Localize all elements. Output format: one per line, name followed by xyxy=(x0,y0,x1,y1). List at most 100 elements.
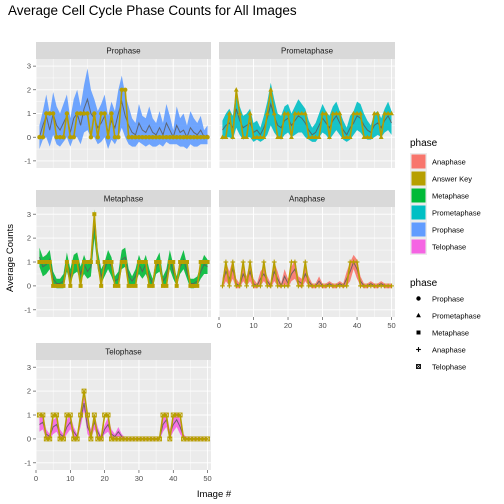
answer-point-prometaphase xyxy=(323,110,329,116)
answer-point-metaphase xyxy=(40,260,45,264)
answer-point-prometaphase xyxy=(389,110,394,116)
answer-point-metaphase xyxy=(143,260,148,264)
legend-label: Metaphase xyxy=(432,329,469,338)
answer-point-metaphase xyxy=(95,260,100,264)
x-tick-label: 20 xyxy=(284,321,292,330)
answer-point-prophase xyxy=(102,111,107,116)
answer-point-telophase-box xyxy=(67,412,73,418)
strip-prophase xyxy=(36,42,211,59)
answer-point-telophase-box xyxy=(198,436,204,442)
answer-point-metaphase xyxy=(167,260,172,264)
answer-point-prometaphase xyxy=(327,134,332,139)
answer-point-prophase xyxy=(61,134,66,140)
legend-key-answer-key: Answer Key xyxy=(410,170,472,187)
answer-point-metaphase xyxy=(85,260,90,264)
strip-label-prophase: Prophase xyxy=(106,47,141,56)
answer-point-metaphase xyxy=(64,260,69,264)
answer-point-prometaphase xyxy=(358,110,363,116)
answer-point-prophase xyxy=(153,134,159,140)
answer-point-prometaphase xyxy=(320,110,325,116)
answer-point-prometaphase xyxy=(223,134,229,139)
answer-point-telophase-d2 xyxy=(105,412,111,418)
answer-point-telophase-box xyxy=(119,436,125,442)
answer-point-telophase-box xyxy=(85,412,90,418)
legend-shape-telophase: Telophase xyxy=(410,358,466,375)
answer-point-metaphase xyxy=(88,260,93,264)
answer-point-metaphase xyxy=(160,283,165,288)
answer-point-telophase-box xyxy=(143,436,149,442)
answer-point-prophase xyxy=(98,111,104,116)
answer-point-prophase xyxy=(143,134,149,140)
answer-point-prometaphase xyxy=(309,134,315,139)
answer-point-prophase xyxy=(133,134,138,140)
x-tick-label: 30 xyxy=(135,474,143,483)
answer-point-metaphase xyxy=(174,283,179,288)
answer-point-prophase xyxy=(150,134,155,140)
answer-point-prophase xyxy=(47,111,52,116)
answer-point-metaphase xyxy=(157,260,162,264)
legend-shape-mark xyxy=(416,330,421,335)
answer-point-prophase xyxy=(88,134,94,140)
answer-point-anaphase xyxy=(258,283,263,289)
answer-point-metaphase xyxy=(202,260,207,264)
answer-point-prophase xyxy=(95,134,100,140)
chart-title: Average Cell Cycle Phase Counts for All … xyxy=(8,3,297,18)
answer-point-telophase xyxy=(177,412,183,418)
y-tick-label: 0 xyxy=(27,133,31,142)
answer-point-anaphase xyxy=(299,283,305,289)
answer-point-metaphase xyxy=(205,260,210,264)
answer-point-prometaphase xyxy=(344,134,350,139)
answer-point-anaphase xyxy=(389,283,394,289)
answer-point-telophase-box xyxy=(187,436,193,442)
answer-point-metaphase xyxy=(99,283,104,288)
answer-point-metaphase xyxy=(119,260,124,264)
answer-point-metaphase xyxy=(54,283,59,288)
answer-point-telophase-box xyxy=(129,436,135,442)
answer-point-prophase xyxy=(74,111,80,116)
answer-point-prometaphase xyxy=(247,110,253,116)
answer-point-prometaphase xyxy=(295,110,301,116)
answer-point-telophase-box xyxy=(174,412,180,418)
answer-point-prophase xyxy=(171,134,176,140)
x-tick-label: 50 xyxy=(387,321,395,330)
answer-point-metaphase xyxy=(150,283,155,288)
answer-point-metaphase xyxy=(106,260,111,264)
answer-point-telophase-d2 xyxy=(78,412,83,418)
answer-point-telophase-box xyxy=(47,436,53,442)
answer-point-prophase xyxy=(44,111,49,116)
answer-point-prometaphase xyxy=(285,110,291,116)
answer-point-anaphase xyxy=(226,283,232,289)
answer-point-prometaphase xyxy=(257,134,263,139)
legend-shape-mark xyxy=(416,296,421,301)
answer-point-prometaphase xyxy=(385,110,391,116)
answer-point-prometaphase xyxy=(337,110,343,116)
answer-point-metaphase xyxy=(154,260,159,264)
legend-key-metaphase: Metaphase xyxy=(410,187,469,204)
answer-point-metaphase xyxy=(184,260,189,264)
answer-point-prophase xyxy=(54,134,59,140)
answer-point-prophase xyxy=(57,134,63,140)
answer-point-prometaphase xyxy=(340,134,346,139)
legend-shape-prometaphase: Prometaphase xyxy=(410,307,481,324)
answer-point-metaphase xyxy=(102,260,107,264)
answer-point-prophase xyxy=(195,134,200,140)
answer-point-anaphase xyxy=(271,259,277,265)
answer-point-metaphase xyxy=(195,283,200,288)
answer-point-telophase-box xyxy=(78,412,84,418)
answer-point-anaphase xyxy=(247,259,253,265)
ribbon-metaphase xyxy=(39,209,208,289)
answer-point-prophase xyxy=(157,134,162,140)
answer-point-prometaphase xyxy=(333,110,339,116)
answer-points-anaphase xyxy=(220,259,394,289)
x-tick-label: 40 xyxy=(169,474,177,483)
answer-point-telophase-d2 xyxy=(61,436,66,442)
x-tick-label: 10 xyxy=(66,474,74,483)
answer-point-prophase xyxy=(92,111,97,116)
legend-shape-prophase: Prophase xyxy=(410,290,464,307)
answer-point-telophase xyxy=(157,436,162,442)
answer-point-telophase-box xyxy=(146,436,152,442)
answer-point-prometaphase xyxy=(351,110,357,116)
answer-point-anaphase xyxy=(354,259,360,265)
answer-point-prophase xyxy=(71,134,76,140)
answer-point-metaphase xyxy=(44,260,49,264)
